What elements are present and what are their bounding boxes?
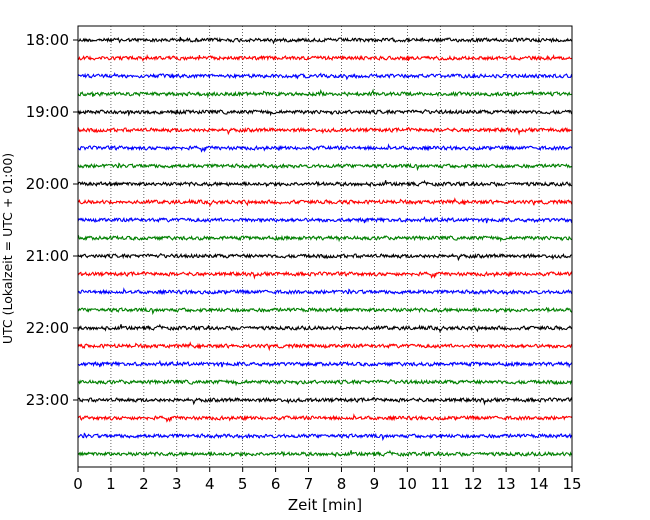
trace-lines xyxy=(77,36,573,458)
seismic-trace xyxy=(77,179,573,188)
seismic-trace xyxy=(77,126,573,136)
y-tick-label: 21:00 xyxy=(26,247,69,265)
seismic-trace xyxy=(77,108,573,117)
x-tick-label: 10 xyxy=(398,475,417,493)
seismic-trace xyxy=(77,287,573,296)
x-tick-label: 9 xyxy=(370,475,380,493)
seismic-trace xyxy=(77,36,573,45)
y-tick-label: 22:00 xyxy=(26,319,69,337)
y-tick-label: 20:00 xyxy=(26,175,69,193)
seismic-trace xyxy=(77,270,573,280)
x-tick-label: 2 xyxy=(139,475,149,493)
seismic-trace xyxy=(77,341,573,352)
x-tick-label: 14 xyxy=(530,475,549,493)
seismic-trace xyxy=(77,53,573,63)
y-axis-label: UTC (Lokalzeit = UTC + 01:00) xyxy=(0,153,15,344)
x-tick-label: 15 xyxy=(562,475,581,493)
x-tick-label: 7 xyxy=(304,475,314,493)
x-tick-label: 1 xyxy=(106,475,116,493)
seismic-trace xyxy=(77,215,573,224)
x-tick-label: 0 xyxy=(73,475,83,493)
plot-frame xyxy=(77,25,573,468)
seismic-trace xyxy=(77,252,573,262)
seismic-trace xyxy=(77,88,573,99)
seismic-trace xyxy=(77,323,573,334)
x-tick-label: 6 xyxy=(271,475,281,493)
seismic-trace xyxy=(77,413,573,423)
seismic-trace xyxy=(77,72,573,81)
y-tick-label: 19:00 xyxy=(26,103,69,121)
x-axis: 0 1 2 3 4 5 6 7 8 9 10 11 12 13 14 15 xyxy=(73,467,582,493)
seismic-trace xyxy=(77,234,573,243)
seismic-trace xyxy=(77,359,573,369)
seismic-trace xyxy=(77,306,573,316)
seismic-trace xyxy=(77,396,573,406)
y-axis: 18:00 19:00 20:00 21:00 22:00 23:00 xyxy=(26,31,78,409)
seismic-trace xyxy=(77,162,573,172)
x-tick-label: 11 xyxy=(431,475,450,493)
seismic-trace xyxy=(77,449,573,458)
x-tick-label: 5 xyxy=(238,475,248,493)
seismic-trace xyxy=(77,432,573,442)
seismic-trace xyxy=(77,378,573,387)
x-tick-label: 12 xyxy=(464,475,483,493)
seismic-trace xyxy=(77,143,573,153)
x-tick-label: 3 xyxy=(172,475,182,493)
y-tick-label: 18:00 xyxy=(26,31,69,49)
x-axis-label: Zeit [min] xyxy=(288,496,362,514)
x-tick-label: 13 xyxy=(497,475,516,493)
x-tick-label: 4 xyxy=(205,475,215,493)
y-tick-label: 23:00 xyxy=(26,391,69,409)
x-tick-label: 8 xyxy=(337,475,347,493)
seismic-trace xyxy=(77,197,573,208)
